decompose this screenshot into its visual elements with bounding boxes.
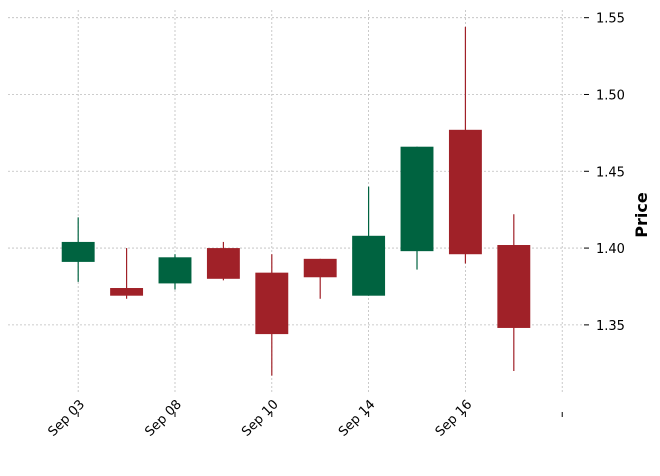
grid-lines bbox=[8, 10, 584, 394]
x-axis: Sep 03 Sep 08 Sep 10 Sep 14 Sep 16 bbox=[46, 397, 563, 440]
x-tick-label: Sep 08 bbox=[142, 397, 185, 440]
candle-body bbox=[255, 272, 289, 335]
candle-body bbox=[448, 129, 482, 255]
x-tick-label: Sep 03 bbox=[46, 397, 89, 440]
candle-body bbox=[61, 241, 95, 262]
candle-body bbox=[400, 146, 434, 252]
y-axis-label: Price bbox=[632, 192, 651, 238]
candles bbox=[61, 26, 531, 376]
y-tick-label: 1.55 bbox=[596, 12, 625, 27]
y-tick-label: 1.50 bbox=[596, 88, 625, 103]
y-tick-label: 1.45 bbox=[596, 165, 625, 180]
y-axis: 1.35 1.40 1.45 1.50 1.55 bbox=[584, 12, 625, 334]
x-tick-label: Sep 10 bbox=[239, 397, 282, 440]
candle-body bbox=[303, 258, 337, 278]
candle-body bbox=[206, 248, 240, 279]
x-tick-label: Sep 16 bbox=[433, 397, 476, 440]
candle-body bbox=[110, 288, 144, 296]
candle-body bbox=[497, 245, 531, 328]
candle-body bbox=[158, 257, 192, 284]
y-tick-label: 1.35 bbox=[596, 319, 625, 334]
x-tick-label: Sep 14 bbox=[336, 397, 379, 440]
y-tick-label: 1.40 bbox=[596, 242, 625, 257]
candle-body bbox=[352, 235, 386, 296]
